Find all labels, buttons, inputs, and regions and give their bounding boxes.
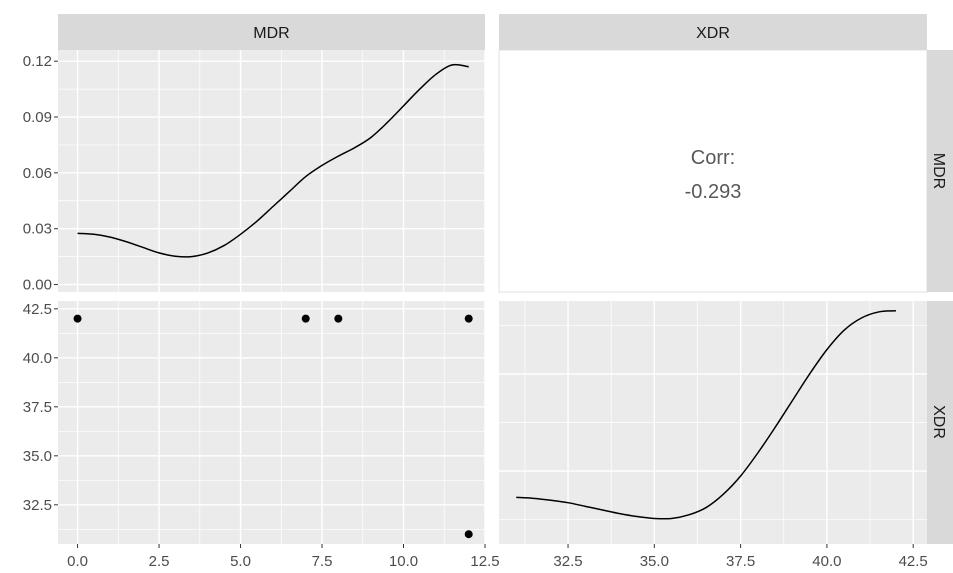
scatter-y-tick-label: 42.5 bbox=[23, 301, 52, 318]
scatter-x-tick-label: 2.5 bbox=[149, 553, 170, 570]
strip-right-mdr bbox=[927, 50, 953, 292]
scatter-x-tick-label: 7.5 bbox=[312, 553, 333, 570]
xdr-density-x-tick-label: 42.5 bbox=[899, 553, 928, 570]
strip-top-mdr-label: MDR bbox=[253, 25, 289, 42]
strip-right-xdr bbox=[927, 301, 953, 544]
corr-value: -0.293 bbox=[685, 181, 742, 203]
xdr-density-x-tick-label: 40.0 bbox=[812, 553, 841, 570]
scatter-x-tick-label: 5.0 bbox=[230, 553, 251, 570]
xdr-density-x-tick-label: 35.0 bbox=[640, 553, 669, 570]
xdr-density-x-tick-label: 32.5 bbox=[553, 553, 582, 570]
panel-mdr-mdr bbox=[58, 50, 485, 292]
scatter-y-tick-label: 32.5 bbox=[23, 497, 52, 514]
scatter-y-tick-label: 37.5 bbox=[23, 399, 52, 416]
scatter-y-tick-label: 35.0 bbox=[23, 448, 52, 465]
mdr-density-y-tick-label: 0.06 bbox=[23, 165, 52, 182]
scatter-point bbox=[301, 314, 310, 323]
mdr-density-y-tick-label: 0.00 bbox=[23, 277, 52, 294]
scatter-point bbox=[73, 314, 82, 323]
scatter-point bbox=[464, 314, 473, 323]
scatter-x-tick-label: 10.0 bbox=[389, 553, 418, 570]
strip-top-mdr bbox=[58, 14, 485, 50]
strip-top-xdr bbox=[499, 14, 927, 50]
scatter-y-tick-label: 40.0 bbox=[23, 350, 52, 367]
strip-right-mdr-label: MDR bbox=[930, 153, 947, 189]
xdr-density-line bbox=[516, 309, 896, 520]
xdr-density-x-tick-label: 37.5 bbox=[726, 553, 755, 570]
scatter-point bbox=[334, 314, 343, 323]
mdr-density-y-tick-label: 0.09 bbox=[23, 109, 52, 126]
corr-label: Corr: bbox=[691, 147, 735, 169]
scatter-x-tick-label: 0.0 bbox=[67, 553, 88, 570]
panel-xdr-mdr bbox=[58, 301, 485, 544]
strip-top-xdr-label: XDR bbox=[696, 25, 730, 42]
scatter-point bbox=[464, 530, 473, 539]
mdr-density-y-tick-label: 0.12 bbox=[23, 53, 52, 70]
panel-corr bbox=[498, 49, 928, 293]
mdr-density-line bbox=[77, 63, 469, 258]
mdr-density-y-tick-label: 0.03 bbox=[23, 221, 52, 238]
scatter-x-tick-label: 12.5 bbox=[470, 553, 499, 570]
strip-right-xdr-label: XDR bbox=[930, 405, 947, 439]
